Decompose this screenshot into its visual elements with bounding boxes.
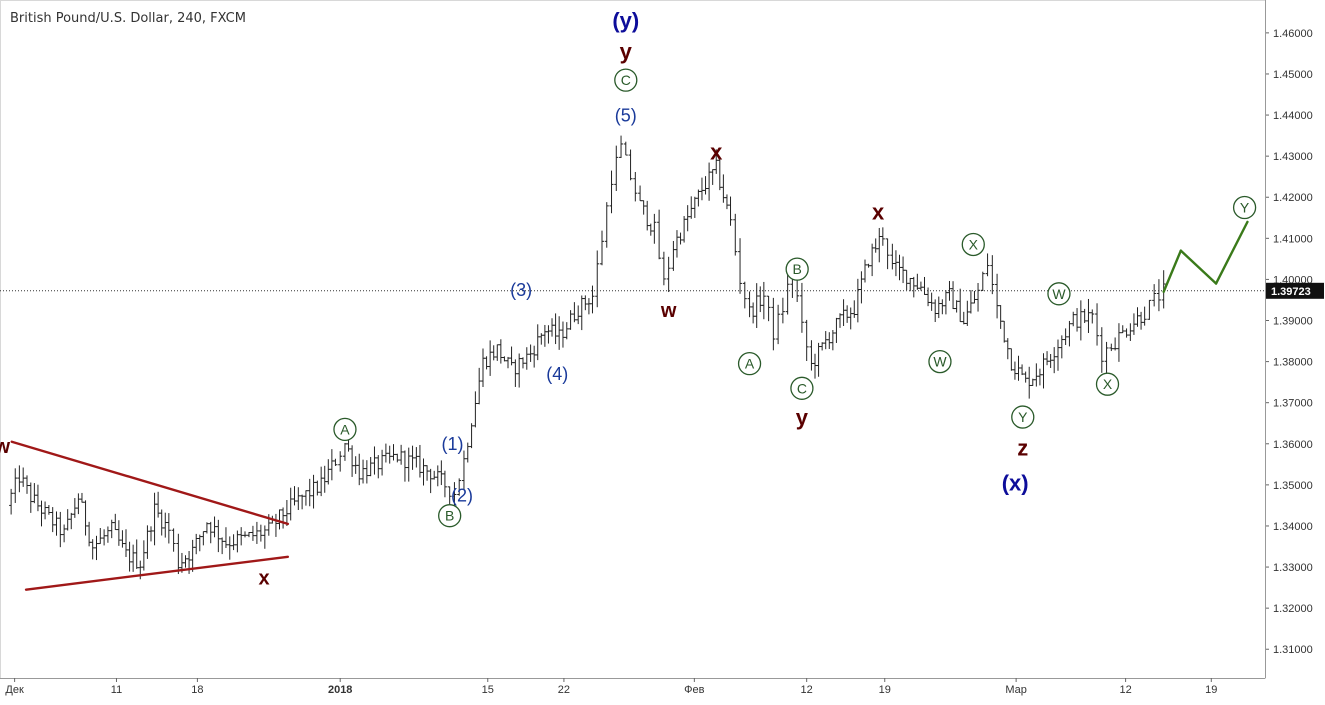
- drawn-line: [1179, 249, 1218, 285]
- drawn-line: [1214, 220, 1249, 285]
- y-tick-label: 1.42000: [1273, 192, 1313, 204]
- y-tick-label: 1.34000: [1273, 521, 1313, 533]
- wave-label: w: [0, 436, 10, 458]
- y-tick-label: 1.38000: [1273, 357, 1313, 369]
- wave-label: (1): [442, 434, 464, 454]
- wave-circle: [785, 257, 809, 281]
- y-tick-label: 1.46000: [1273, 28, 1313, 40]
- grid-layer: [0, 0, 1266, 679]
- wave-circle: [1232, 195, 1257, 220]
- x-tick-label: 19: [879, 684, 891, 696]
- wave-label: (4): [546, 364, 568, 384]
- wave-circle-label: X: [969, 236, 979, 252]
- y-tick-label: 1.31000: [1273, 644, 1313, 656]
- wave-circle: [961, 232, 985, 257]
- y-tick-label: 1.33000: [1273, 562, 1313, 574]
- wave-circle: [614, 68, 638, 92]
- drawn-line: [1162, 249, 1183, 293]
- wave-label: w: [660, 300, 677, 322]
- x-tick-label: 12: [801, 684, 813, 696]
- wave-circle-label: A: [745, 356, 755, 372]
- wave-circle: [1095, 372, 1120, 396]
- wave-label: y: [620, 39, 633, 64]
- wave-label: (3): [510, 280, 532, 300]
- chart-title: British Pound/U.S. Dollar, 240, FXCM: [10, 11, 246, 26]
- wave-circle-label: Y: [1240, 200, 1250, 216]
- x-tick-label: Мар: [1005, 684, 1027, 696]
- x-tick-label: 12: [1119, 684, 1131, 696]
- wave-label: (y): [612, 8, 639, 33]
- wave-label: x: [710, 140, 723, 165]
- x-tick-label: 11: [111, 684, 122, 696]
- x-tick-label: 18: [191, 684, 203, 696]
- y-tick-label: 1.37000: [1273, 398, 1313, 410]
- wave-circle-label: W: [933, 354, 947, 370]
- x-tick-label: 2018: [328, 684, 352, 696]
- wave-circle-label: Y: [1018, 409, 1028, 425]
- wave-circle: [1011, 405, 1035, 429]
- wave-circle-label: A: [340, 421, 350, 437]
- y-tick-label: 1.36000: [1273, 439, 1313, 451]
- wave-circle-label: C: [621, 72, 631, 88]
- y-tick-label: 1.44000: [1273, 110, 1313, 122]
- line-layer: [0, 220, 1265, 591]
- plot-frame: [0, 0, 1266, 679]
- x-tick-label: Дек: [5, 684, 24, 696]
- y-tick-label: 1.35000: [1273, 480, 1313, 492]
- wave-circle-label: B: [445, 508, 454, 524]
- x-tick-label: 15: [482, 684, 494, 696]
- wave-label: y: [796, 405, 809, 430]
- current-price-label: 1.39723: [1271, 286, 1311, 298]
- wave-circle: [1047, 282, 1071, 306]
- wave-label: x: [872, 199, 885, 224]
- wave-circle: [438, 504, 462, 528]
- x-tick-label: 22: [558, 684, 570, 696]
- y-tick-label: 1.39000: [1273, 316, 1313, 328]
- x-tick-label: Фев: [684, 684, 704, 696]
- wave-circle-label: W: [1052, 286, 1066, 302]
- label-layer: w x A B (1) (2) (3) (4) (5) Cy (y) w x A B Cy x W X W Yz (x) X…: [0, 8, 1257, 589]
- wave-label: x: [258, 567, 269, 589]
- wave-circle: [928, 349, 952, 374]
- wave-label: (2): [451, 485, 473, 505]
- candle-layer: [9, 135, 1166, 580]
- wave-circle: [737, 352, 762, 376]
- wave-circle-label: X: [1103, 376, 1113, 392]
- wave-circle-label: B: [792, 261, 801, 277]
- x-tick-label: 19: [1205, 684, 1217, 696]
- drawn-line: [24, 555, 290, 591]
- wave-circle: [790, 376, 814, 400]
- y-tick-label: 1.43000: [1273, 151, 1313, 163]
- wave-label: z: [1017, 436, 1028, 461]
- wave-circle-label: C: [797, 380, 807, 396]
- wave-circle: [333, 417, 357, 442]
- y-tick-label: 1.45000: [1273, 69, 1313, 81]
- wave-label: (x): [1002, 471, 1029, 496]
- drawn-line: [10, 440, 290, 526]
- y-tick-label: 1.32000: [1273, 603, 1313, 615]
- y-tick-label: 1.41000: [1273, 233, 1313, 245]
- current-price-badge: [1266, 282, 1324, 299]
- wave-label: (5): [615, 105, 637, 125]
